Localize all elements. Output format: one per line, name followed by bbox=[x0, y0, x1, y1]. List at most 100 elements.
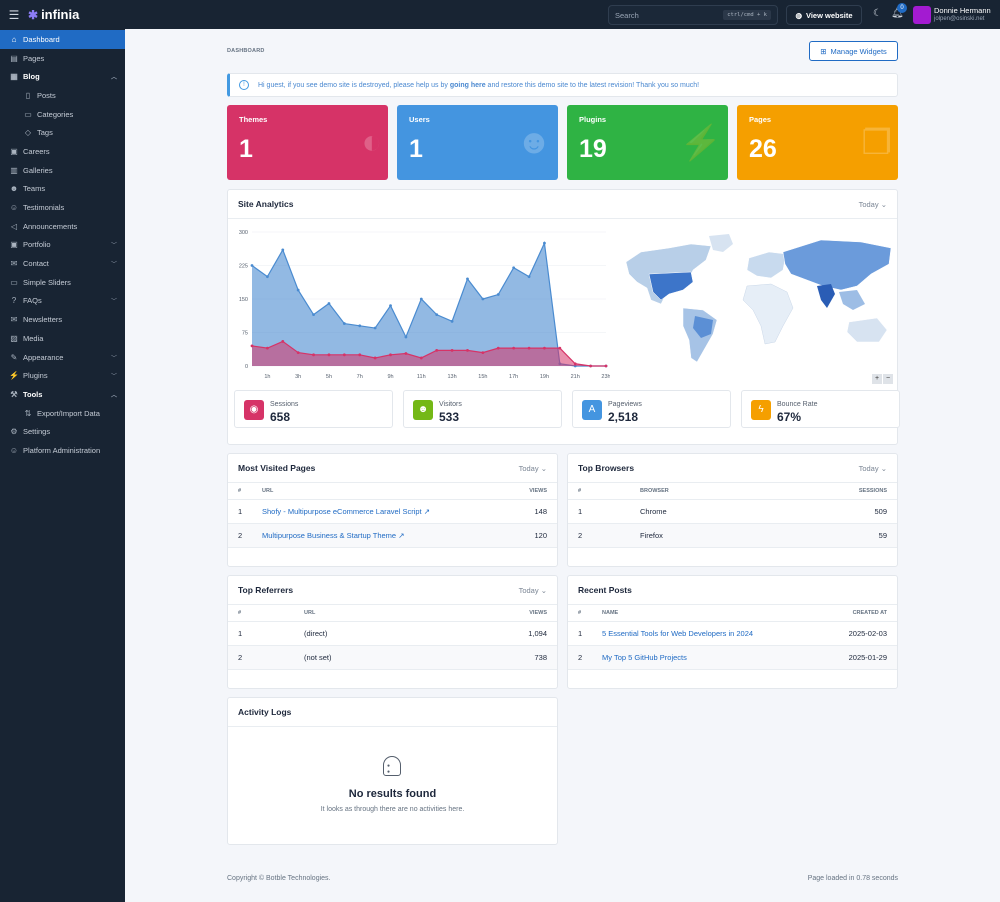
post-link[interactable]: My Top 5 GitHub Projects bbox=[602, 653, 687, 662]
widgets-icon: ⊞ bbox=[820, 46, 827, 56]
map-southeast-asia bbox=[839, 290, 865, 310]
sidebar-item-teams[interactable]: ☻ Teams bbox=[0, 180, 125, 199]
stat-card-users[interactable]: Users 1 ☻ bbox=[397, 105, 558, 180]
sidebar-item-tools[interactable]: ⚒ Tools ︿ bbox=[0, 385, 125, 404]
sidebar-item-label: Platform Administration bbox=[23, 445, 101, 455]
sidebar-item-posts[interactable]: ▯ Posts bbox=[0, 86, 125, 105]
avatar[interactable] bbox=[913, 6, 931, 24]
moon-icon[interactable]: ☾ bbox=[873, 8, 882, 19]
data-point bbox=[342, 322, 346, 325]
table-header: # BROWSER SESSIONS bbox=[568, 483, 897, 500]
sidebar-item-dashboard[interactable]: ⌂ Dashboard bbox=[0, 30, 125, 49]
brand-logo[interactable]: ✱ infinia bbox=[28, 7, 79, 22]
sidebar-item-plugins[interactable]: ⚡ Plugins ﹀ bbox=[0, 366, 125, 385]
page-link-label: Multipurpose Business & Startup Theme bbox=[262, 531, 397, 540]
table-header: # URL VIEWS bbox=[228, 605, 557, 622]
sidebar-item-galleries[interactable]: ▥ Galleries bbox=[0, 161, 125, 180]
sidebar-item-label: Appearance bbox=[23, 352, 64, 362]
sidebar-item-blog[interactable]: ▦ Blog ︿ bbox=[0, 67, 125, 86]
menu-toggle-icon[interactable]: ☰ bbox=[8, 7, 20, 22]
metric-bounce-rate: ϟ Bounce Rate 67% bbox=[741, 390, 900, 428]
sessions-count: 509 bbox=[874, 507, 887, 516]
map-europe bbox=[746, 251, 787, 279]
sidebar-item-testimonials[interactable]: ☺ Testimonials bbox=[0, 198, 125, 217]
empty-title: No results found bbox=[348, 788, 437, 800]
x-tick-label: 7h bbox=[357, 374, 363, 380]
metric-value: 533 bbox=[439, 410, 460, 424]
data-point bbox=[358, 353, 362, 357]
data-point bbox=[327, 353, 331, 357]
footer-load-time: Page loaded in 0.78 seconds bbox=[807, 875, 898, 882]
sidebar-item-label: Settings bbox=[23, 427, 51, 437]
data-point bbox=[435, 348, 439, 352]
sidebar-item-label: Contact bbox=[23, 259, 49, 269]
y-tick-label: 75 bbox=[242, 331, 248, 337]
footer-copyright: Copyright © Botble Technologies. bbox=[227, 875, 331, 882]
world-map bbox=[625, 234, 892, 363]
sidebar-item-portfolio[interactable]: ▣ Portfolio ﹀ bbox=[0, 236, 125, 255]
alert-link[interactable]: going here bbox=[449, 81, 486, 89]
data-point bbox=[496, 346, 500, 350]
site-analytics-filter[interactable]: Today ⌄ bbox=[859, 200, 887, 209]
view-website-button[interactable]: ◍ View website bbox=[786, 5, 862, 25]
col-sessions: SESSIONS bbox=[858, 488, 887, 494]
folder-icon: ▭ bbox=[24, 109, 32, 119]
users-icon: ☻ bbox=[516, 123, 552, 161]
plug-icon: ⚡ bbox=[679, 124, 722, 162]
map-zoom-out-button[interactable]: − bbox=[883, 374, 893, 384]
sidebar-item-label: Tags bbox=[37, 128, 53, 138]
data-point bbox=[450, 348, 454, 352]
x-tick-label: 15h bbox=[478, 374, 487, 380]
analytics-chart: 0 75 150 225 300 1h 3h 5h 7h 9h 11h 13h 15h 17h 19h 21h… bbox=[239, 230, 610, 380]
user-menu[interactable]: Donnie Hermann jolpen@osinski.net bbox=[934, 6, 991, 24]
chevron-down-icon: ⌄ bbox=[540, 585, 547, 595]
y-tick-label: 300 bbox=[239, 230, 248, 236]
map-india bbox=[817, 284, 835, 308]
sidebar-item-announcements[interactable]: ◁ Announcements bbox=[0, 217, 125, 236]
user-check-icon: ☺ bbox=[9, 203, 19, 213]
search-input[interactable]: Search ctrl/cmd + k bbox=[608, 5, 778, 25]
sidebar-item-appearance[interactable]: ✎ Appearance ﹀ bbox=[0, 348, 125, 367]
stat-card-plugins[interactable]: Plugins 19 ⚡ bbox=[567, 105, 728, 180]
site-analytics-title: Site Analytics bbox=[238, 199, 294, 209]
sidebar-item-newsletters[interactable]: ✉ Newsletters bbox=[0, 310, 125, 329]
sidebar-item-careers[interactable]: ▣ Careers bbox=[0, 142, 125, 161]
data-point bbox=[527, 346, 531, 350]
stat-card-themes[interactable]: Themes 1 ◐ bbox=[227, 105, 388, 180]
sidebar-item-settings[interactable]: ⚙ Settings bbox=[0, 422, 125, 441]
sidebar-item-export-import-data[interactable]: ⇅ Export/Import Data bbox=[0, 404, 125, 423]
sidebar-item-platform-administration[interactable]: ☺ Platform Administration bbox=[0, 441, 125, 460]
activity-logs-card: Activity Logs ● ● No results found It lo… bbox=[227, 697, 558, 845]
chevron-down-icon: ﹀ bbox=[110, 355, 117, 362]
sidebar-item-faqs[interactable]: ? FAQs ﹀ bbox=[0, 292, 125, 311]
sidebar-item-media[interactable]: ▨ Media bbox=[0, 329, 125, 348]
most-visited-filter[interactable]: Today ⌄ bbox=[519, 464, 547, 473]
sidebar-item-contact[interactable]: ✉ Contact ﹀ bbox=[0, 254, 125, 273]
top-referrers-filter[interactable]: Today ⌄ bbox=[519, 586, 547, 595]
map-zoom-in-button[interactable]: + bbox=[872, 374, 882, 384]
top-referrers-card: Top Referrers Today ⌄ # URL VIEWS 1 (dir… bbox=[227, 575, 558, 689]
stat-value: 26 bbox=[749, 135, 777, 163]
browser-name: Chrome bbox=[640, 507, 667, 516]
top-browsers-filter[interactable]: Today ⌄ bbox=[859, 464, 887, 473]
bell-icon[interactable]: 🔔︎ bbox=[891, 8, 904, 19]
sidebar-item-tags[interactable]: ◇ Tags bbox=[0, 123, 125, 142]
stat-card-pages[interactable]: Pages 26 ❐ bbox=[737, 105, 898, 180]
user-shield-icon: ☺ bbox=[9, 445, 19, 455]
sidebar-item-simple-sliders[interactable]: ▭ Simple Sliders bbox=[0, 273, 125, 292]
sidebar-item-categories[interactable]: ▭ Categories bbox=[0, 105, 125, 124]
col-number: # bbox=[578, 610, 582, 616]
brush-icon: ✎ bbox=[10, 352, 18, 362]
post-link[interactable]: 5 Essential Tools for Web Developers in … bbox=[602, 629, 754, 638]
page-link[interactable]: Multipurpose Business & Startup Theme ↗ bbox=[262, 531, 405, 540]
chevron-down-icon: ﹀ bbox=[110, 299, 117, 306]
page-link[interactable]: Shofy - Multipurpose eCommerce Laravel S… bbox=[262, 507, 430, 516]
manage-widgets-button[interactable]: ⊞ Manage Widgets bbox=[809, 41, 898, 61]
row-number: 1 bbox=[238, 507, 243, 516]
data-point bbox=[419, 356, 423, 360]
sidebar-item-pages[interactable]: ▤ Pages bbox=[0, 49, 125, 68]
ghost-icon: ● ● bbox=[383, 756, 401, 776]
x-tick-label: 19h bbox=[540, 374, 549, 380]
table-row: 2 Firefox 59 bbox=[568, 524, 897, 548]
data-point bbox=[312, 353, 315, 357]
